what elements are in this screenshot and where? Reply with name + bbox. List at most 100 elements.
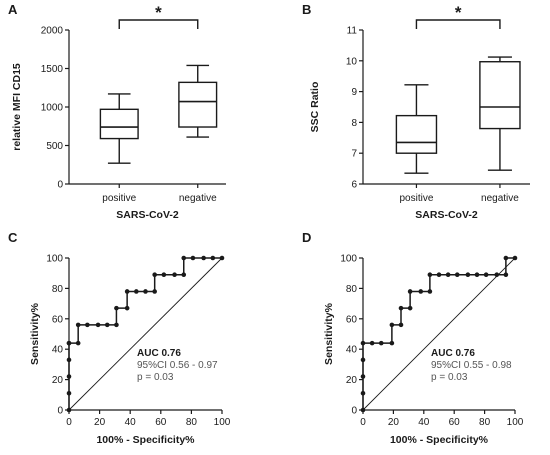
y-tick-label: 60: [346, 314, 358, 325]
box-plot-panel-b: B 6 7 8 9 10 11 positive negative * SARS-CoV-2 SSC …: [302, 2, 530, 221]
x-tick-label: 0: [360, 417, 366, 428]
significance-bracket: [415, 19, 501, 29]
roc-point: [124, 305, 130, 311]
roc-point: [465, 272, 471, 278]
roc-point: [360, 340, 366, 346]
reference-diagonal: [68, 257, 223, 411]
roc-point: [75, 340, 81, 346]
roc-point: [114, 305, 119, 311]
y-tick-label: 11: [347, 26, 358, 37]
auc-label: AUC 0.76: [137, 348, 181, 359]
roc-point: [104, 322, 110, 328]
roc-point: [360, 390, 366, 396]
panel-letter: B: [302, 2, 311, 17]
significance-star: *: [455, 3, 462, 22]
roc-point: [181, 255, 187, 261]
roc-point: [152, 272, 157, 278]
box-plot-panel-a: A 0 500 1000 1500 2000 positive negative * SARS-C…: [8, 2, 226, 221]
iqr-box: [99, 108, 139, 140]
iqr-box: [479, 61, 521, 130]
roc-point: [418, 289, 424, 294]
roc-point: [483, 272, 489, 278]
roc-point: [427, 289, 433, 294]
x-tick-label: 0: [66, 417, 72, 428]
roc-point: [210, 255, 216, 261]
roc-point: [436, 272, 442, 278]
y-tick-label: 80: [52, 284, 64, 295]
roc-point: [407, 305, 413, 311]
y-tick-label: 100: [340, 254, 357, 265]
roc-point: [66, 390, 72, 396]
roc-point: [503, 255, 509, 261]
x-tick-label: 100: [214, 417, 231, 428]
y-tick-label: 80: [346, 284, 358, 295]
y-axis-title: Sensitivity%: [323, 302, 335, 365]
roc-point: [445, 272, 451, 278]
x-tick-label: 60: [155, 417, 167, 428]
x-tick-label: 20: [388, 417, 400, 428]
roc-point: [201, 255, 206, 261]
x-tick-label: 80: [186, 417, 198, 428]
iqr-box: [178, 81, 218, 128]
panel-letter: D: [302, 230, 311, 245]
roc-point: [66, 374, 72, 379]
x-tick-label: 20: [94, 417, 106, 428]
ci-label: 95%CI 0.55 - 0.98: [431, 360, 512, 371]
significance-star: *: [155, 3, 162, 22]
roc-point: [190, 255, 196, 261]
y-tick-label: 9: [351, 87, 357, 98]
y-tick-label: 40: [52, 345, 64, 356]
roc-point: [95, 322, 101, 328]
y-tick-label: 20: [346, 375, 358, 386]
roc-point: [172, 272, 177, 278]
y-tick-label: 1500: [41, 64, 64, 75]
roc-point: [124, 289, 130, 294]
roc-point: [134, 289, 139, 294]
y-tick-label: 0: [57, 406, 63, 417]
y-tick-label: 10: [346, 56, 358, 67]
roc-point: [143, 289, 148, 294]
roc-point: [389, 322, 395, 328]
roc-point: [360, 407, 366, 413]
category-label: positive: [102, 193, 136, 204]
ci-label: 95%CI 0.56 - 0.97: [137, 360, 218, 371]
y-tick-label: 500: [46, 141, 63, 152]
roc-point: [494, 272, 500, 278]
roc-point: [360, 374, 366, 379]
x-axis-title: 100% - Specificity%: [390, 434, 489, 446]
y-tick-label: 100: [46, 254, 63, 265]
significance-bracket: [118, 19, 199, 29]
y-tick-label: 0: [351, 406, 357, 417]
y-axis-title: Sensitivity%: [29, 302, 41, 365]
y-tick-label: 40: [346, 345, 358, 356]
roc-point: [360, 357, 366, 363]
roc-point: [181, 272, 187, 278]
x-tick-label: 100: [507, 417, 524, 428]
y-tick-label: 0: [57, 180, 63, 191]
roc-point: [389, 340, 395, 346]
roc-point: [66, 340, 72, 346]
roc-point: [398, 305, 404, 311]
reference-diagonal: [362, 257, 516, 411]
roc-point: [398, 322, 404, 328]
p-value-label: p = 0.03: [431, 372, 468, 383]
panel-letter: A: [8, 2, 18, 17]
y-tick-label: 1000: [41, 103, 64, 114]
roc-point: [85, 322, 90, 328]
y-tick-label: 2000: [41, 26, 64, 37]
y-tick-label: 8: [351, 118, 357, 129]
category-label: positive: [399, 193, 433, 204]
roc-point: [114, 322, 119, 328]
x-tick-label: 80: [479, 417, 491, 428]
roc-point: [161, 272, 167, 278]
category-label: negative: [481, 193, 519, 204]
roc-point: [369, 340, 375, 346]
roc-point: [66, 357, 72, 363]
iqr-box: [395, 114, 438, 154]
roc-point: [474, 272, 480, 278]
y-axis-title: relative MFI CD15: [11, 63, 23, 151]
x-tick-label: 60: [449, 417, 461, 428]
